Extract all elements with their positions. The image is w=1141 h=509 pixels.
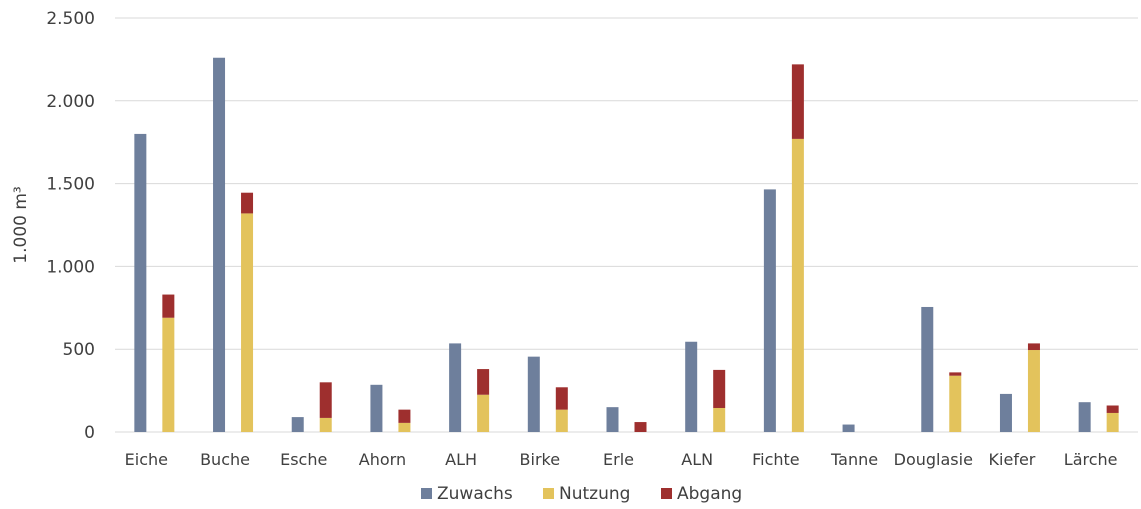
bar-abgang-birke xyxy=(555,387,568,410)
bar-zuwachs-birke xyxy=(527,356,540,432)
bar-nutzung-alh xyxy=(477,394,490,432)
bar-abgang-aln xyxy=(713,369,726,408)
bar-zuwachs-alh xyxy=(449,343,462,432)
bar-abgang-ahorn xyxy=(398,409,411,423)
x-tick-label: Lärche xyxy=(1064,450,1118,469)
bar-nutzung-douglasie xyxy=(949,375,962,432)
bar-abgang-alh xyxy=(477,369,490,395)
x-tick-label: Birke xyxy=(520,450,561,469)
bar-zuwachs-buche xyxy=(213,57,226,433)
x-tick-label: ALH xyxy=(445,450,477,469)
x-tick-label: ALN xyxy=(681,450,713,469)
bars xyxy=(134,57,1119,433)
y-tick-label: 1.500 xyxy=(46,175,95,195)
bar-nutzung-birke xyxy=(555,409,568,432)
bar-zuwachs-lärche xyxy=(1078,402,1091,432)
bar-nutzung-lärche xyxy=(1106,412,1119,432)
x-tick-label: Kiefer xyxy=(989,450,1036,469)
x-tick-label: Fichte xyxy=(752,450,800,469)
bar-nutzung-esche xyxy=(319,417,332,432)
bar-zuwachs-ahorn xyxy=(370,384,383,432)
x-tick-label: Esche xyxy=(280,450,327,469)
bar-zuwachs-tanne xyxy=(842,424,855,432)
legend-label-abgang: Abgang xyxy=(677,484,742,504)
y-tick-label: 1.000 xyxy=(46,257,95,277)
y-tick-label: 0 xyxy=(84,423,95,443)
y-tick-label: 2.000 xyxy=(46,92,95,112)
y-tick-label: 2.500 xyxy=(46,9,95,29)
y-tick-label: 500 xyxy=(63,340,95,360)
legend-swatch-abgang xyxy=(661,488,672,499)
x-axis-labels: Eiche Buche Esche Ahorn ALH Birke Erle ALN Ficht… xyxy=(125,450,1118,469)
bar-nutzung-eiche xyxy=(162,317,175,432)
bar-zuwachs-kiefer xyxy=(999,393,1012,432)
legend-label-nutzung: Nutzung xyxy=(559,484,630,504)
bar-abgang-fichte xyxy=(791,64,804,139)
x-tick-label: Douglasie xyxy=(894,450,973,469)
bar-nutzung-kiefer xyxy=(1027,350,1040,432)
gridlines xyxy=(115,17,1138,433)
bar-zuwachs-fichte xyxy=(763,189,776,432)
x-tick-label: Erle xyxy=(603,450,634,469)
bar-zuwachs-esche xyxy=(291,417,304,432)
bar-abgang-douglasie xyxy=(949,372,962,376)
legend: Zuwachs Nutzung Abgang xyxy=(421,484,742,504)
bar-zuwachs-douglasie xyxy=(921,306,934,432)
bar-nutzung-ahorn xyxy=(398,422,411,432)
bar-abgang-lärche xyxy=(1106,405,1119,413)
x-tick-label: Tanne xyxy=(830,450,878,469)
bar-nutzung-fichte xyxy=(791,138,804,432)
bar-abgang-buche xyxy=(241,192,254,214)
bar-zuwachs-erle xyxy=(606,407,619,432)
bar-zuwachs-aln xyxy=(685,341,698,432)
legend-label-zuwachs: Zuwachs xyxy=(437,484,513,504)
x-tick-label: Eiche xyxy=(125,450,168,469)
bar-abgang-erle xyxy=(634,422,647,432)
y-axis-title: 1.000 m³ xyxy=(11,186,31,263)
bar-zuwachs-eiche xyxy=(134,133,147,433)
y-axis-ticks: 0 500 1.000 1.500 2.000 2.500 xyxy=(46,9,95,443)
bar-nutzung-buche xyxy=(241,213,254,432)
bar-abgang-eiche xyxy=(162,294,175,318)
legend-swatch-zuwachs xyxy=(421,488,432,499)
x-tick-label: Ahorn xyxy=(359,450,406,469)
x-tick-label: Buche xyxy=(200,450,250,469)
bar-nutzung-aln xyxy=(713,407,726,432)
bar-abgang-kiefer xyxy=(1027,343,1040,351)
legend-swatch-nutzung xyxy=(543,488,554,499)
bar-abgang-esche xyxy=(319,382,332,418)
